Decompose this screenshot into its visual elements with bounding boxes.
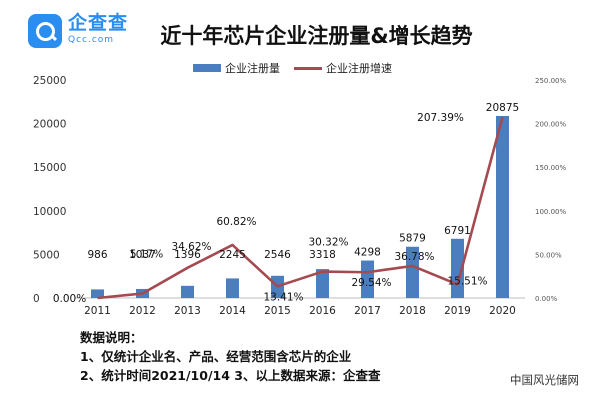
watermark: 中国风光储网	[510, 373, 579, 387]
notes-heading: 数据说明：	[80, 330, 143, 345]
line-value-label: 36.78%	[394, 251, 434, 263]
x-tick-label: 2011	[84, 305, 111, 317]
x-tick-label: 2017	[354, 305, 381, 317]
brand-name: 企查查	[68, 12, 129, 34]
legend-label-registrations: 企业注册量	[225, 62, 280, 75]
bar	[181, 285, 194, 298]
line-value-label: 207.39%	[417, 112, 464, 124]
y-left-tick-label: 20000	[33, 119, 66, 131]
chart-legend: 企业注册量 企业注册增速	[193, 60, 392, 76]
x-tick-label: 2012	[129, 305, 156, 317]
bar	[406, 246, 419, 298]
bar-value-label: 4298	[354, 247, 381, 259]
x-tick-label: 2018	[399, 305, 426, 317]
y-left-tick-label: 15000	[33, 162, 66, 174]
notes-line-2: 2、统计时间2021/10/14 3、以上数据来源：企查查	[80, 368, 381, 383]
x-tick-label: 2014	[219, 305, 246, 317]
x-tick-label: 2013	[174, 305, 201, 317]
bar-value-label: 5879	[399, 233, 426, 245]
chart-title: 近十年芯片企业注册量&增长趋势	[160, 24, 473, 48]
y-left-tick-label: 25000	[33, 75, 66, 87]
line-value-label: 13.41%	[263, 291, 303, 303]
legend-line-swatch	[294, 66, 322, 70]
line-value-label: 29.54%	[351, 277, 391, 289]
bar-value-label: 1396	[174, 249, 201, 261]
bar	[91, 289, 104, 298]
bar-value-label: 986	[87, 249, 107, 261]
y-right-tick-label: 200.00%	[535, 121, 566, 129]
magnifier-icon	[28, 14, 62, 48]
bar-value-label: 20875	[486, 102, 519, 114]
line-value-label: 15.51%	[447, 275, 487, 287]
y-right-tick-label: 0.00%	[535, 295, 558, 303]
line-value-label: 30.32%	[308, 237, 348, 249]
line-value-label: 60.82%	[216, 216, 256, 228]
bar-value-label: 2245	[219, 249, 246, 261]
bar	[361, 260, 374, 298]
y-right-tick-label: 250.00%	[535, 77, 566, 85]
x-tick-label: 2015	[264, 305, 291, 317]
x-tick-label: 2020	[489, 305, 516, 317]
x-tick-label: 2016	[309, 305, 336, 317]
brand-text: 企查查 Qcc.com	[68, 14, 128, 45]
bar	[226, 278, 239, 298]
data-notes: 数据说明： 1、仅统计企业名、产品、经营范围含芯片的企业 2、统计时间2021/…	[80, 328, 380, 385]
y-left-tick-label: 0	[33, 293, 40, 305]
bar-value-label: 6791	[444, 225, 471, 237]
bar-value-label: 1037	[129, 249, 156, 261]
bar-value-label: 3318	[309, 249, 336, 261]
bar	[496, 115, 509, 298]
y-right-tick-label: 150.00%	[535, 164, 566, 172]
y-left-tick-label: 10000	[33, 206, 66, 218]
legend-label-growth: 企业注册增速	[326, 62, 392, 75]
line-value-label: 5.17%	[130, 248, 163, 260]
x-tick-label: 2019	[444, 305, 471, 317]
growth-line	[97, 116, 504, 300]
brand-logo: 企查查 Qcc.com	[28, 14, 128, 48]
notes-line-1: 1、仅统计企业名、产品、经营范围含芯片的企业	[80, 349, 352, 364]
y-right-tick-label: 100.00%	[535, 208, 566, 216]
line-value-label: 34.62%	[171, 241, 211, 253]
line-value-label: 0.00%	[53, 293, 86, 305]
y-right-tick-label: 50.00%	[535, 251, 562, 259]
bar	[316, 269, 329, 298]
bar-value-label: 2546	[264, 249, 291, 261]
brand-domain: Qcc.com	[68, 35, 115, 45]
y-left-tick-label: 5000	[33, 249, 60, 261]
legend-bar-swatch	[193, 64, 221, 72]
